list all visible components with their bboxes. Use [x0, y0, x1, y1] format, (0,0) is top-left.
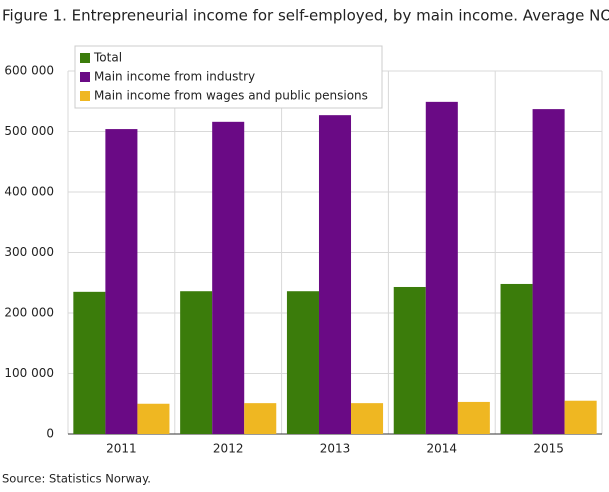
x-tick-label: 2014 [427, 442, 458, 456]
bar [73, 291, 106, 434]
x-tick-label: 2012 [213, 442, 244, 456]
legend-swatch [80, 91, 90, 101]
y-tick-label: 100 000 [4, 366, 54, 380]
bar [457, 401, 490, 434]
bar [564, 400, 597, 434]
bar [318, 115, 352, 434]
y-tick-label: 400 000 [4, 185, 54, 199]
y-tick-label: 200 000 [4, 306, 54, 320]
y-tick-label: 500 000 [4, 124, 54, 138]
legend-label: Main income from wages and public pensio… [94, 89, 368, 103]
bar [425, 101, 458, 434]
bar [244, 403, 277, 434]
bar [212, 121, 245, 434]
x-tick-label: 2013 [320, 442, 351, 456]
bar [105, 129, 138, 434]
x-tick-label: 2015 [533, 442, 564, 456]
y-tick-label: 300 000 [4, 245, 54, 259]
bar [532, 109, 565, 435]
x-tick-label: 2011 [106, 442, 137, 456]
y-tick-label: 600 000 [4, 64, 54, 78]
legend-label: Total [93, 51, 122, 65]
y-tick-label: 0 [46, 427, 54, 441]
legend-swatch [80, 53, 90, 63]
source: Source: Statistics Norway. [2, 472, 151, 486]
legend-label: Main income from industry [94, 70, 255, 84]
chart-title: Figure 1. Entrepreneurial income for sel… [2, 7, 609, 25]
bar [393, 286, 426, 434]
bar [180, 291, 213, 434]
legend-swatch [80, 72, 90, 82]
bar [286, 291, 319, 434]
bar [351, 403, 384, 434]
bar [137, 403, 170, 434]
legend-box [74, 45, 383, 109]
bar [500, 283, 533, 434]
